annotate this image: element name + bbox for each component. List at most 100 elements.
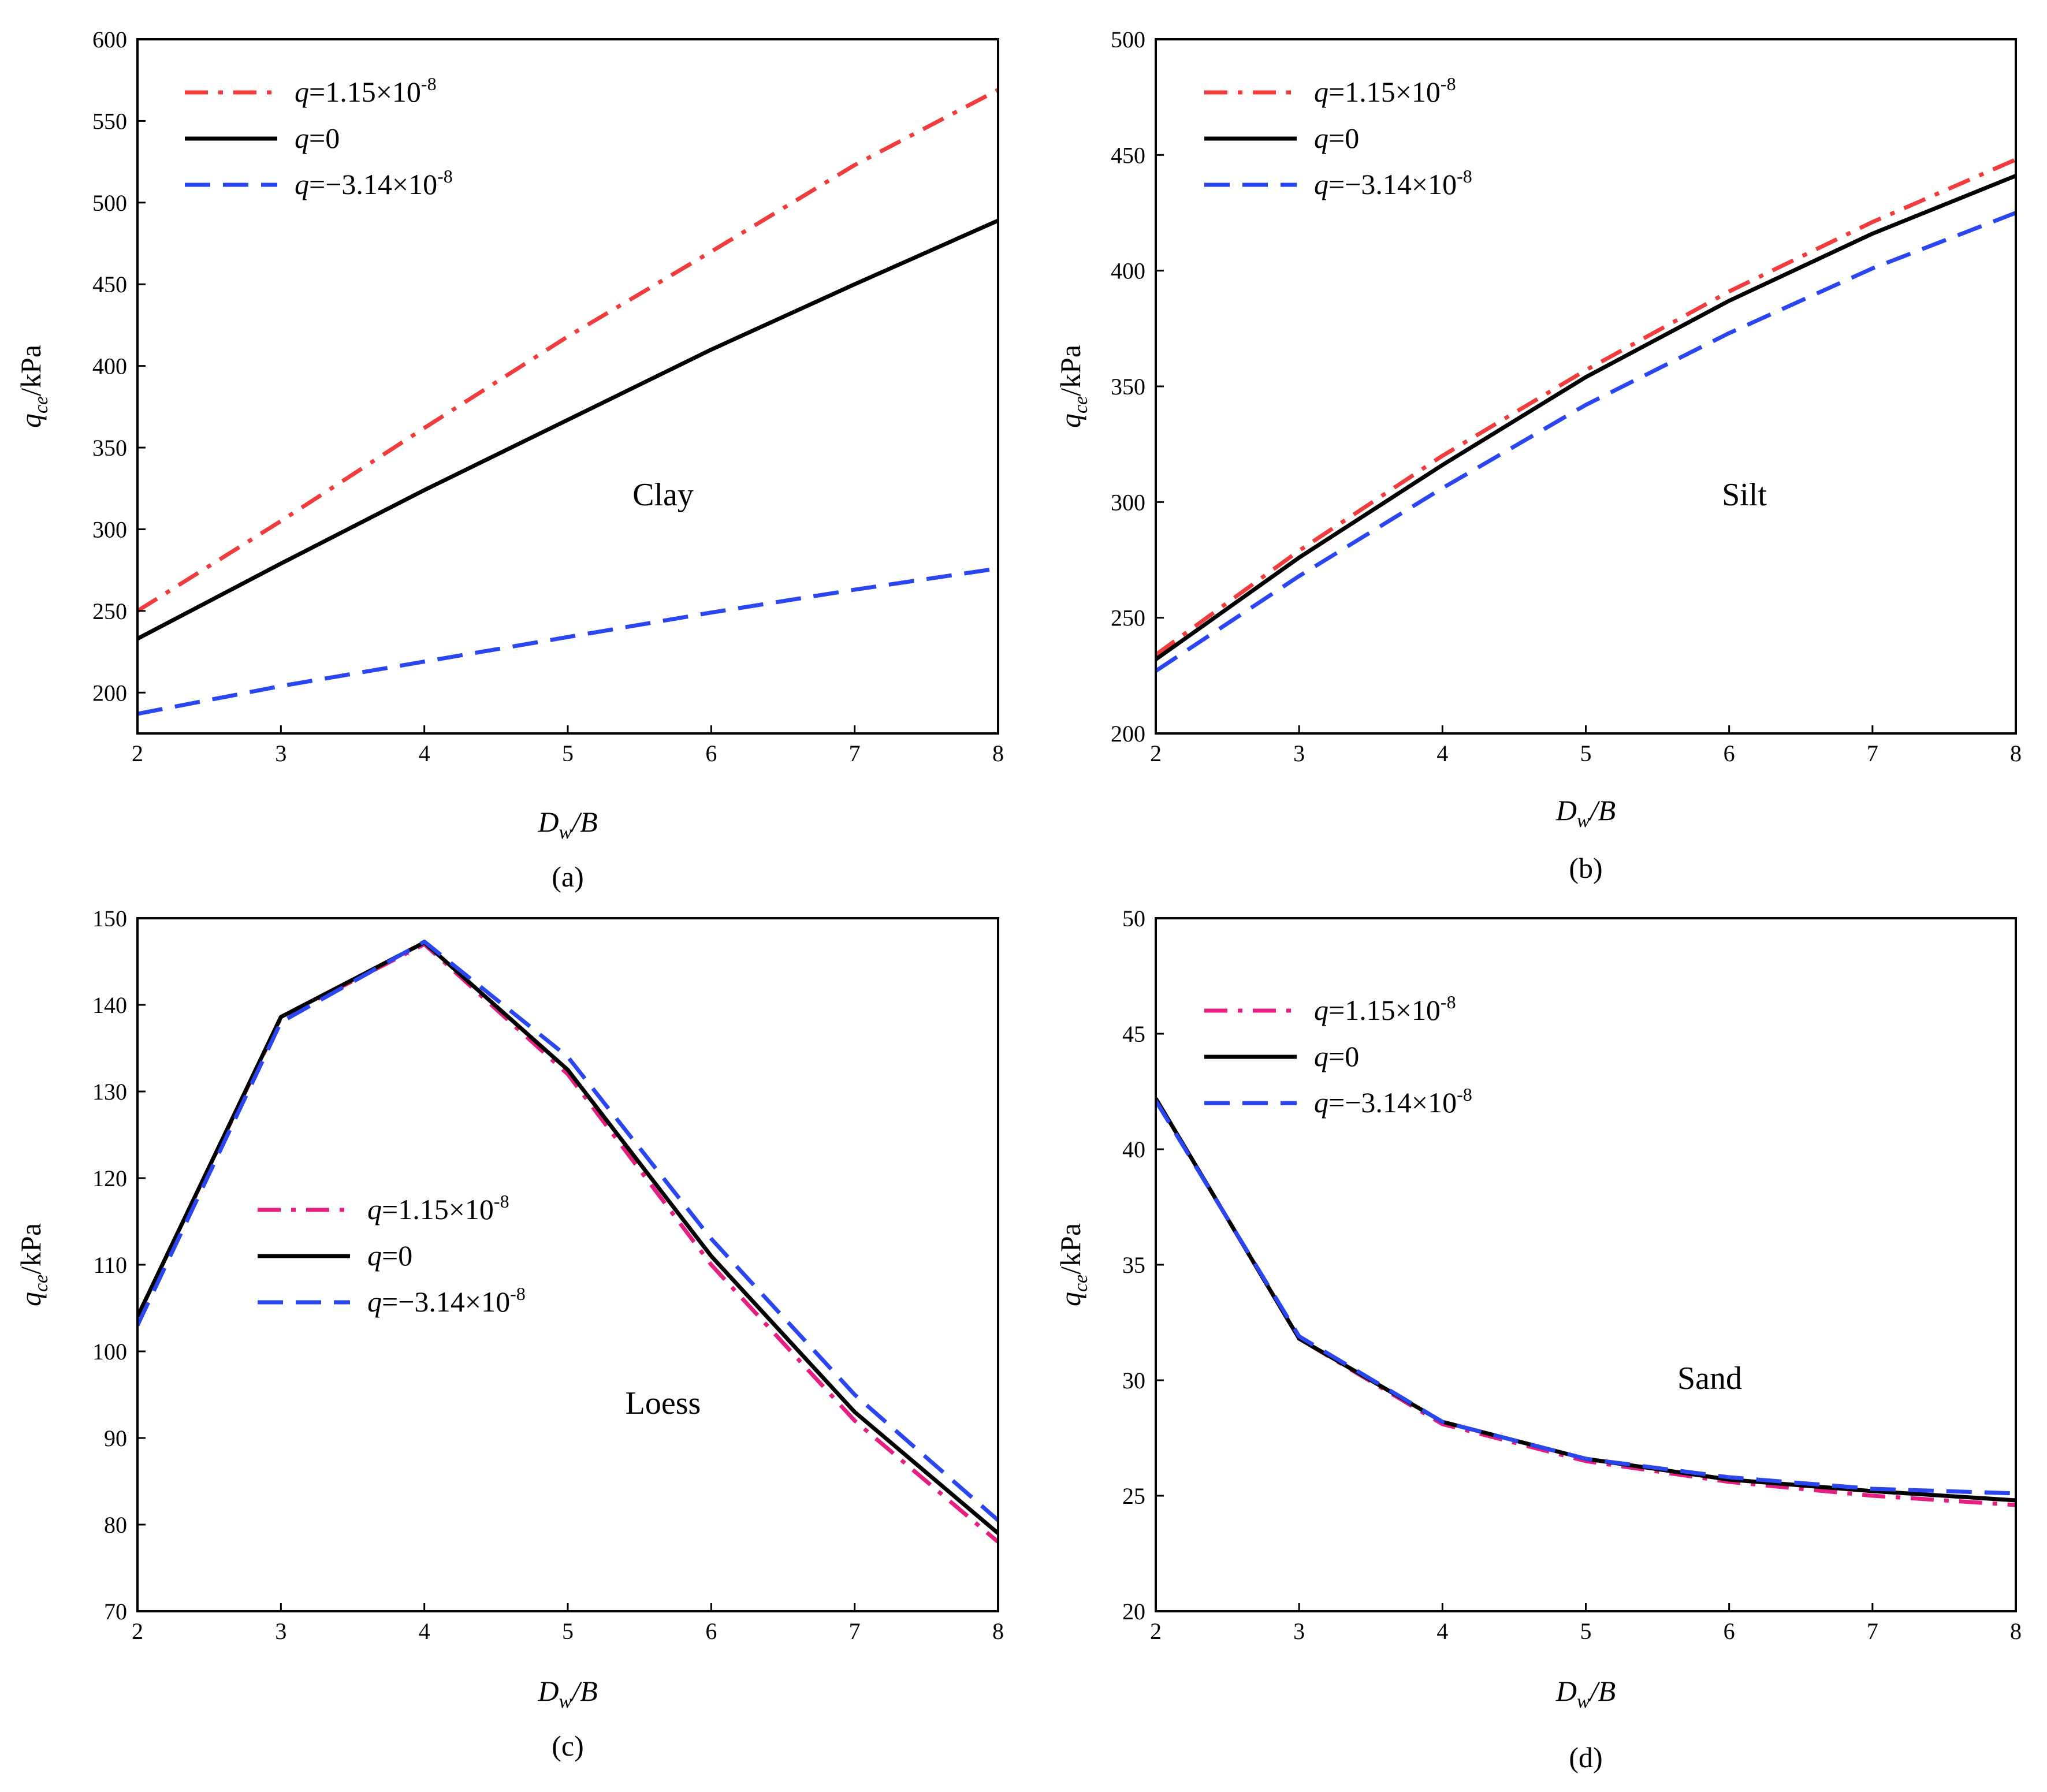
- y-tick-label: 300: [92, 516, 127, 542]
- chart-panel-3: 2 3 4 5 6 7 8 70 80 90 100 110 120 130 140 150 qce/kPa Dw…: [14, 906, 1004, 1762]
- y-tick-label: 100: [92, 1339, 127, 1365]
- y-tick-label: 40: [1122, 1137, 1145, 1163]
- legend-label-zero: q=0: [367, 1239, 412, 1272]
- series-line-zero: [137, 940, 998, 1535]
- x-tick-label: 3: [275, 1618, 286, 1644]
- x-tick-label: 2: [1150, 740, 1162, 766]
- x-tick-label: 6: [1724, 740, 1735, 766]
- panel-label: (d): [1569, 1741, 1602, 1774]
- legend: q=1.15×10-8 q=0 q=−3.14×10-8: [258, 1191, 526, 1318]
- series-line-neg: [137, 566, 998, 716]
- y-tick-label: 600: [92, 27, 127, 53]
- y-tick-label: 200: [1111, 721, 1145, 747]
- x-tick-label: 2: [1150, 1618, 1162, 1644]
- legend-label-neg: q=−3.14×10-8: [367, 1283, 526, 1318]
- legend-label-zero: q=0: [1314, 1040, 1359, 1072]
- y-tick-label: 300: [1111, 489, 1145, 515]
- legend-label-pos: q=1.15×10-8: [295, 73, 437, 108]
- y-tick-label: 20: [1122, 1599, 1145, 1625]
- y-tick-label: 500: [92, 190, 127, 216]
- x-tick-label: 3: [1293, 740, 1305, 766]
- y-tick-label: 400: [1111, 258, 1145, 284]
- y-tick-label: 110: [93, 1252, 127, 1278]
- y-tick-label: 35: [1122, 1252, 1145, 1278]
- legend: q=1.15×10-8 q=0 q=−3.14×10-8: [185, 73, 453, 200]
- x-tick-label: 4: [1436, 740, 1448, 766]
- y-tick-label: 90: [104, 1425, 127, 1451]
- soil-type-annotation: Loess: [626, 1385, 701, 1421]
- series-line-neg: [137, 940, 998, 1522]
- soil-type-annotation: Silt: [1722, 477, 1767, 513]
- chart-panel-2: 2 3 4 5 6 7 8 200 250 300 350 400 450 500 qce/kPa Dw/B (…: [1054, 27, 2022, 884]
- y-axis-title: qce/kPa: [1054, 1223, 1092, 1306]
- y-tick-label: 80: [104, 1512, 127, 1538]
- y-axis-title: qce/kPa: [14, 1223, 52, 1306]
- x-axis-title: Dw/B: [1555, 1675, 1616, 1712]
- series-group: [137, 940, 998, 1544]
- x-tick-label: 4: [1436, 1618, 1448, 1644]
- legend-label-zero: q=0: [1314, 122, 1359, 154]
- y-axis-title: qce/kPa: [1054, 345, 1092, 428]
- y-axis-title: qce/kPa: [14, 345, 52, 428]
- legend-label-neg: q=−3.14×10-8: [295, 166, 453, 200]
- x-tick-label: 7: [849, 1618, 861, 1644]
- y-tick-label: 350: [92, 435, 127, 461]
- x-tick-label: 7: [849, 740, 861, 766]
- y-tick-label: 130: [92, 1079, 127, 1105]
- x-tick-label: 4: [419, 1618, 430, 1644]
- panel-label: (c): [552, 1730, 584, 1762]
- legend-label-zero: q=0: [295, 122, 340, 154]
- series-line-neg: [1156, 1100, 2016, 1496]
- y-tick-label: 450: [1111, 142, 1145, 168]
- soil-type-annotation: Sand: [1677, 1361, 1742, 1396]
- x-tick-label: 5: [562, 1618, 574, 1644]
- y-tick-label: 150: [92, 906, 127, 932]
- x-tick-label: 4: [419, 740, 430, 766]
- x-tick-label: 3: [275, 740, 286, 766]
- series-line-neg: [1156, 211, 2016, 673]
- x-tick-label: 6: [705, 1618, 717, 1644]
- series-line-pos: [137, 942, 998, 1544]
- x-tick-label: 7: [1867, 740, 1878, 766]
- legend-label-pos: q=1.15×10-8: [1314, 73, 1456, 108]
- soil-type-annotation: Clay: [632, 477, 694, 513]
- y-tick-label: 450: [92, 271, 127, 297]
- y-tick-label: 30: [1122, 1368, 1145, 1394]
- y-tick-label: 45: [1122, 1021, 1145, 1047]
- legend-label-pos: q=1.15×10-8: [1314, 992, 1456, 1026]
- x-tick-label: 8: [992, 740, 1004, 766]
- x-tick-label: 5: [1580, 740, 1592, 766]
- x-tick-label: 8: [2010, 1618, 2022, 1644]
- x-tick-label: 3: [1293, 1618, 1305, 1644]
- y-tick-label: 250: [92, 598, 127, 624]
- x-tick-label: 6: [1724, 1618, 1735, 1644]
- x-tick-label: 7: [1867, 1618, 1878, 1644]
- chart-panel-1: 2 3 4 5 6 7 8 200 250 300 350 400 450 500 550 600 qce/kP…: [14, 27, 1004, 893]
- x-tick-label: 2: [132, 1618, 143, 1644]
- series-group: [1156, 158, 2016, 673]
- y-tick-label: 120: [92, 1165, 127, 1191]
- panel-label: (a): [552, 860, 584, 893]
- series-line-zero: [137, 218, 998, 641]
- y-tick-label: 200: [92, 680, 127, 706]
- series-group: [137, 88, 998, 716]
- x-tick-label: 5: [1580, 1618, 1592, 1644]
- y-tick-label: 140: [92, 992, 127, 1018]
- x-axis-title: Dw/B: [537, 806, 597, 843]
- legend-label-neg: q=−3.14×10-8: [1314, 166, 1472, 200]
- series-line-zero: [1156, 174, 2016, 661]
- legend-label-pos: q=1.15×10-8: [367, 1191, 509, 1225]
- y-tick-label: 250: [1111, 605, 1145, 631]
- y-tick-label: 550: [92, 108, 127, 134]
- legend: q=1.15×10-8 q=0 q=−3.14×10-8: [1204, 73, 1472, 200]
- panel-label: (b): [1569, 852, 1602, 884]
- x-tick-label: 5: [562, 740, 574, 766]
- x-axis-title: Dw/B: [1555, 794, 1616, 832]
- x-tick-label: 8: [2010, 740, 2022, 766]
- y-tick-label: 350: [1111, 374, 1145, 400]
- series-group: [1156, 1097, 2016, 1507]
- y-tick-label: 50: [1122, 906, 1145, 932]
- legend: q=1.15×10-8 q=0 q=−3.14×10-8: [1204, 992, 1472, 1119]
